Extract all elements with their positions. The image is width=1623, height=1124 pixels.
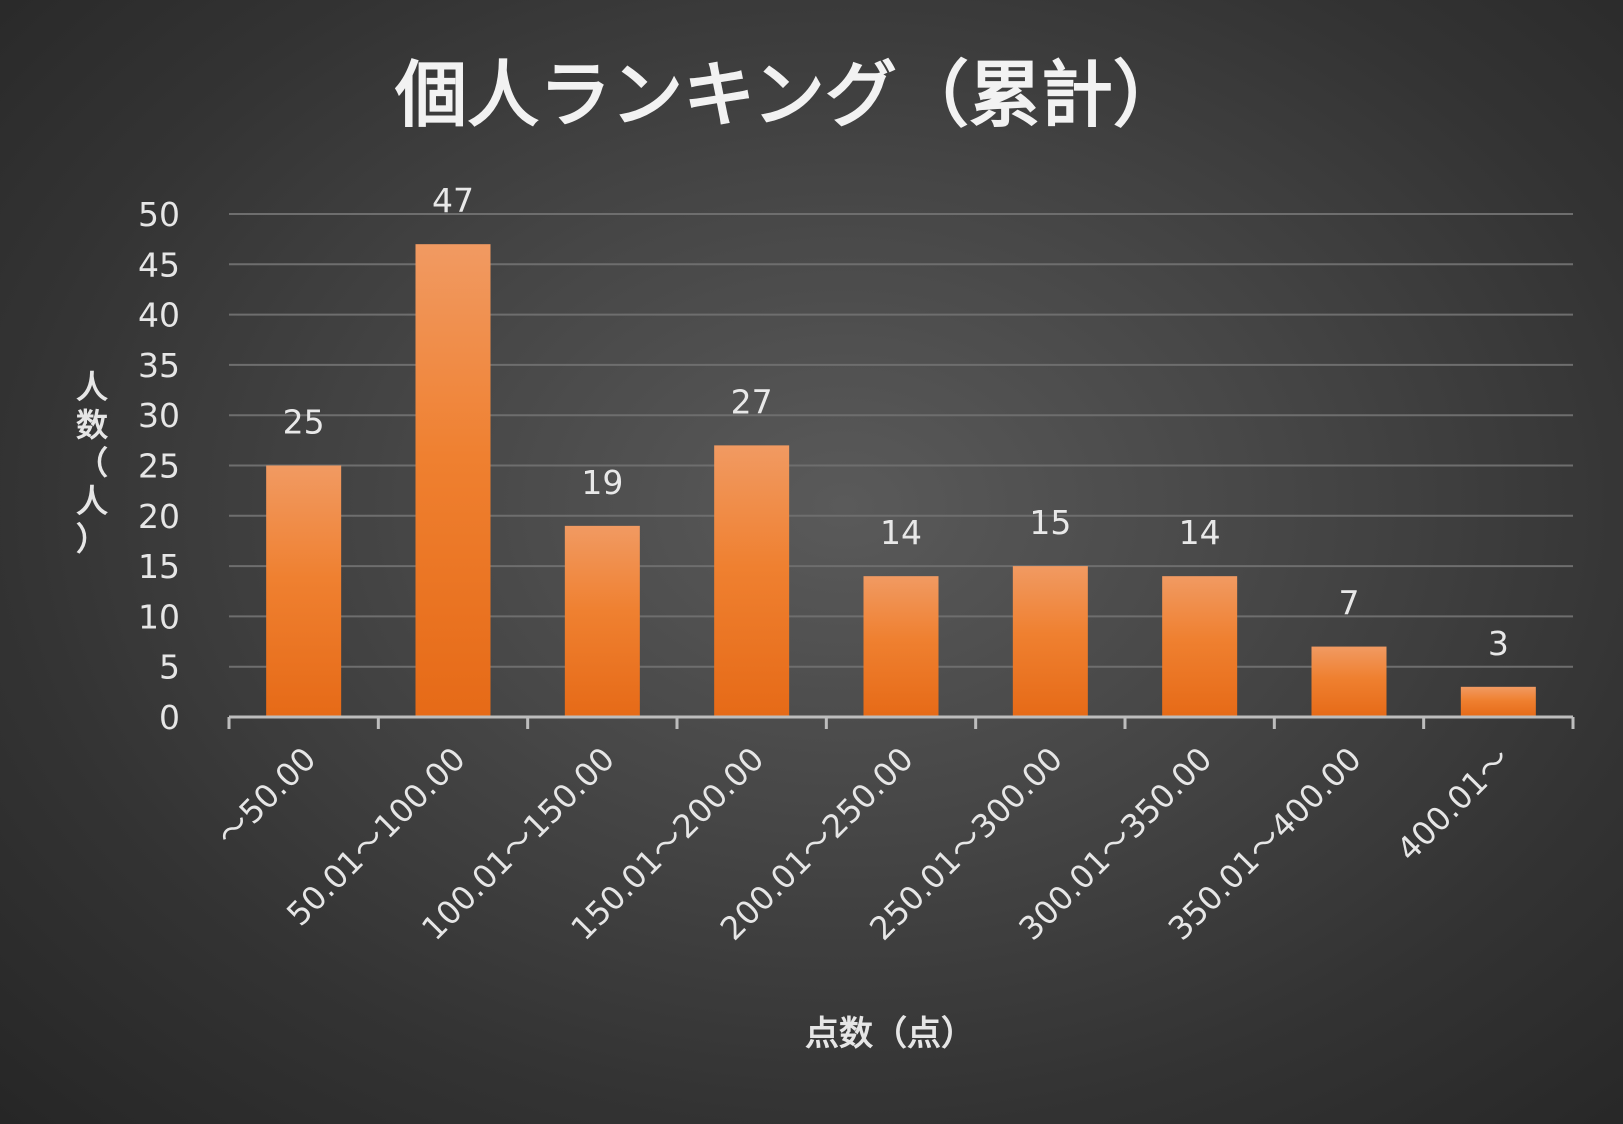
y-tick-label: 35 (138, 346, 180, 385)
y-tick-label: 0 (159, 698, 180, 737)
y-axis-title-char: 人 (76, 482, 108, 520)
y-tick-label: 20 (138, 497, 180, 536)
bar (1460, 686, 1536, 717)
x-axis-title: 点数（点） (805, 1014, 975, 1054)
y-tick-label: 40 (138, 296, 180, 335)
bar (714, 445, 790, 717)
x-axis (227, 715, 1575, 729)
data-label: 19 (581, 463, 623, 502)
y-axis-title-char: （ (76, 444, 108, 482)
bar (1012, 566, 1088, 717)
bar (863, 576, 939, 717)
y-tick-label: 10 (138, 597, 180, 636)
bar (415, 244, 491, 717)
bar (266, 465, 342, 717)
bars (266, 244, 1536, 717)
data-label: 14 (880, 513, 922, 552)
y-tick-label: 30 (138, 396, 180, 435)
data-label: 25 (283, 403, 325, 442)
y-tick-label: 5 (159, 648, 180, 687)
data-label: 15 (1029, 503, 1071, 542)
data-label: 27 (731, 382, 773, 421)
bar (1311, 646, 1387, 717)
y-axis-title-char: 数 (76, 406, 109, 444)
data-labels: 25 47 19 27 14 15 14 7 3 (283, 181, 1509, 663)
x-tick-label: 400.01～ (1389, 740, 1518, 869)
x-tick-label: ～50.00 (209, 740, 323, 854)
y-tick-label: 25 (138, 447, 180, 486)
y-axis-title: 人数（人） (76, 368, 109, 558)
data-label: 14 (1179, 513, 1221, 552)
y-tick-label: 15 (138, 547, 180, 586)
y-axis-title-char: 人 (76, 368, 108, 406)
bar (1162, 576, 1238, 717)
x-axis-ticks: ～50.0050.01～100.00100.01～150.00150.01～20… (209, 740, 1518, 948)
y-tick-label: 50 (138, 195, 180, 234)
bar (564, 525, 640, 717)
y-axis-ticks: 0 5 10 15 20 25 30 35 40 45 50 (138, 195, 180, 737)
y-axis-title-char: ） (76, 520, 108, 558)
data-label: 3 (1488, 624, 1509, 663)
data-label: 47 (432, 181, 474, 220)
y-tick-label: 45 (138, 245, 180, 284)
data-label: 7 (1339, 584, 1360, 623)
chart-title: 個人ランキング（累計） (394, 53, 1185, 137)
